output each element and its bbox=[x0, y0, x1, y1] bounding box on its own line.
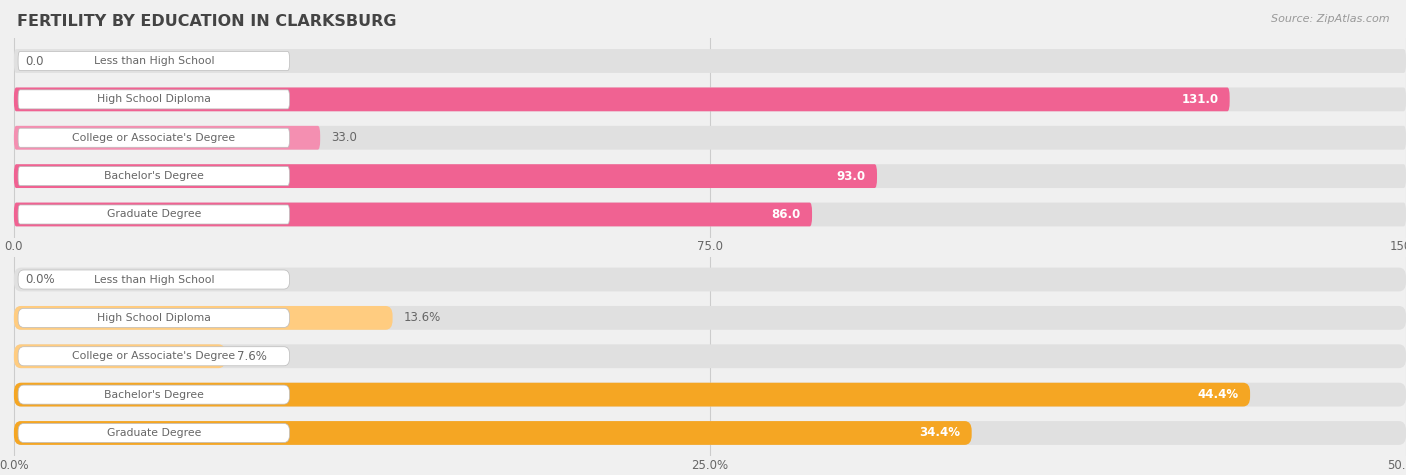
FancyBboxPatch shape bbox=[14, 87, 1230, 111]
Text: 86.0: 86.0 bbox=[772, 208, 801, 221]
FancyBboxPatch shape bbox=[18, 90, 290, 109]
Text: 33.0: 33.0 bbox=[332, 131, 357, 144]
Text: 0.0%: 0.0% bbox=[25, 273, 55, 286]
FancyBboxPatch shape bbox=[14, 49, 1406, 73]
FancyBboxPatch shape bbox=[14, 421, 1406, 445]
FancyBboxPatch shape bbox=[14, 344, 225, 368]
FancyBboxPatch shape bbox=[18, 308, 290, 327]
Text: 7.6%: 7.6% bbox=[236, 350, 267, 363]
Text: Less than High School: Less than High School bbox=[94, 275, 214, 285]
Text: 34.4%: 34.4% bbox=[920, 427, 960, 439]
Text: 93.0: 93.0 bbox=[837, 170, 866, 182]
FancyBboxPatch shape bbox=[18, 385, 290, 404]
Text: High School Diploma: High School Diploma bbox=[97, 313, 211, 323]
Text: College or Associate's Degree: College or Associate's Degree bbox=[72, 133, 235, 143]
Text: Bachelor's Degree: Bachelor's Degree bbox=[104, 390, 204, 399]
FancyBboxPatch shape bbox=[14, 383, 1406, 407]
FancyBboxPatch shape bbox=[18, 167, 290, 186]
FancyBboxPatch shape bbox=[14, 202, 813, 227]
FancyBboxPatch shape bbox=[14, 126, 1406, 150]
FancyBboxPatch shape bbox=[14, 164, 1406, 188]
FancyBboxPatch shape bbox=[18, 51, 290, 70]
Text: High School Diploma: High School Diploma bbox=[97, 95, 211, 104]
Text: Source: ZipAtlas.com: Source: ZipAtlas.com bbox=[1271, 14, 1389, 24]
FancyBboxPatch shape bbox=[18, 128, 290, 147]
FancyBboxPatch shape bbox=[14, 306, 392, 330]
Text: College or Associate's Degree: College or Associate's Degree bbox=[72, 351, 235, 361]
FancyBboxPatch shape bbox=[14, 87, 1406, 111]
Text: 13.6%: 13.6% bbox=[404, 312, 441, 324]
FancyBboxPatch shape bbox=[18, 424, 290, 443]
FancyBboxPatch shape bbox=[18, 347, 290, 366]
FancyBboxPatch shape bbox=[14, 202, 1406, 227]
Text: Graduate Degree: Graduate Degree bbox=[107, 209, 201, 219]
FancyBboxPatch shape bbox=[14, 344, 1406, 368]
Text: 44.4%: 44.4% bbox=[1198, 388, 1239, 401]
Text: 131.0: 131.0 bbox=[1181, 93, 1219, 106]
Text: FERTILITY BY EDUCATION IN CLARKSBURG: FERTILITY BY EDUCATION IN CLARKSBURG bbox=[17, 14, 396, 29]
FancyBboxPatch shape bbox=[14, 383, 1250, 407]
FancyBboxPatch shape bbox=[14, 421, 972, 445]
Text: 0.0: 0.0 bbox=[25, 55, 44, 67]
FancyBboxPatch shape bbox=[18, 205, 290, 224]
FancyBboxPatch shape bbox=[18, 270, 290, 289]
FancyBboxPatch shape bbox=[14, 306, 1406, 330]
Text: Bachelor's Degree: Bachelor's Degree bbox=[104, 171, 204, 181]
FancyBboxPatch shape bbox=[14, 164, 877, 188]
FancyBboxPatch shape bbox=[14, 126, 321, 150]
FancyBboxPatch shape bbox=[14, 267, 1406, 291]
Text: Less than High School: Less than High School bbox=[94, 56, 214, 66]
Text: Graduate Degree: Graduate Degree bbox=[107, 428, 201, 438]
